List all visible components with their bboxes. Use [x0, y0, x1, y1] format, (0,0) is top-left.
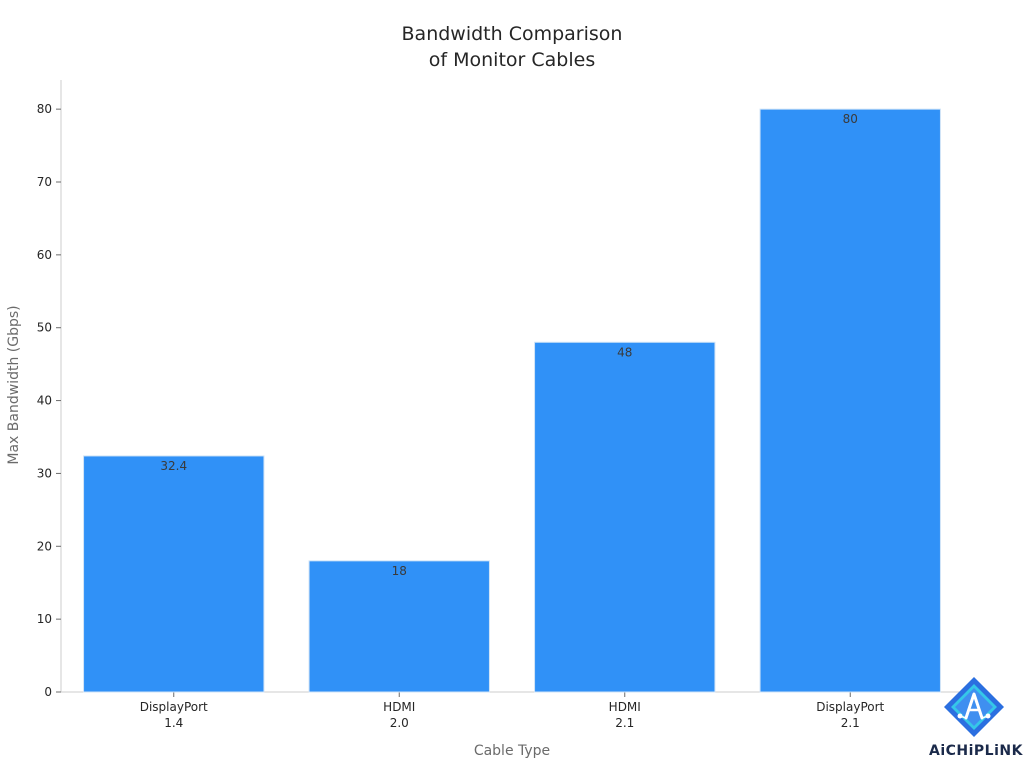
y-tick-label: 30: [37, 466, 52, 480]
x-tick-label: 2.1: [615, 716, 634, 730]
chart-title-line-2: of Monitor Cables: [429, 49, 595, 71]
x-tick-label: HDMI: [609, 700, 641, 714]
y-tick-label: 80: [37, 102, 52, 116]
chart-title-line-1: Bandwidth Comparison: [402, 23, 623, 45]
x-tick-label: DisplayPort: [140, 700, 208, 714]
x-axis-label: Cable Type: [474, 743, 550, 759]
data-label-1: 32.4: [160, 459, 187, 473]
data-label-2: 18: [392, 564, 407, 578]
y-tick-label: 20: [37, 539, 52, 553]
x-tick-label: 2.0: [390, 716, 409, 730]
y-tick-label: 70: [37, 175, 52, 189]
bar-4: [759, 108, 941, 693]
y-tick-label: 50: [37, 321, 52, 335]
chart-axes: 0 10 20 30 40 50 60 70 80 DisplayPort 1.4 HDMI 2.0 HD…: [37, 80, 963, 730]
x-tick-label: 2.1: [841, 716, 860, 730]
y-tick-label: 10: [37, 612, 52, 626]
logo-text: AiCHiPLiNK: [929, 743, 1023, 759]
bar-3: [534, 341, 716, 693]
chart-data-labels: 32.4 18 48 80: [160, 112, 858, 578]
x-tick-label: 1.4: [164, 716, 183, 730]
y-tick-label: 0: [44, 685, 52, 699]
chart-bars: [83, 108, 941, 693]
x-tick-label: HDMI: [383, 700, 415, 714]
y-axis-label: Max Bandwidth (Gbps): [6, 305, 22, 464]
bar-1: [83, 455, 265, 693]
bar-2: [308, 560, 490, 693]
data-label-4: 80: [843, 112, 858, 126]
brand-logo: AiCHiPLiNK: [928, 674, 1024, 768]
y-tick-label: 60: [37, 248, 52, 262]
data-label-3: 48: [617, 345, 632, 359]
x-tick-label: DisplayPort: [816, 700, 884, 714]
aichiplink-logo-icon: [944, 677, 1004, 737]
chart-title: Bandwidth Comparison of Monitor Cables: [402, 23, 623, 71]
y-tick-label: 40: [37, 394, 52, 408]
